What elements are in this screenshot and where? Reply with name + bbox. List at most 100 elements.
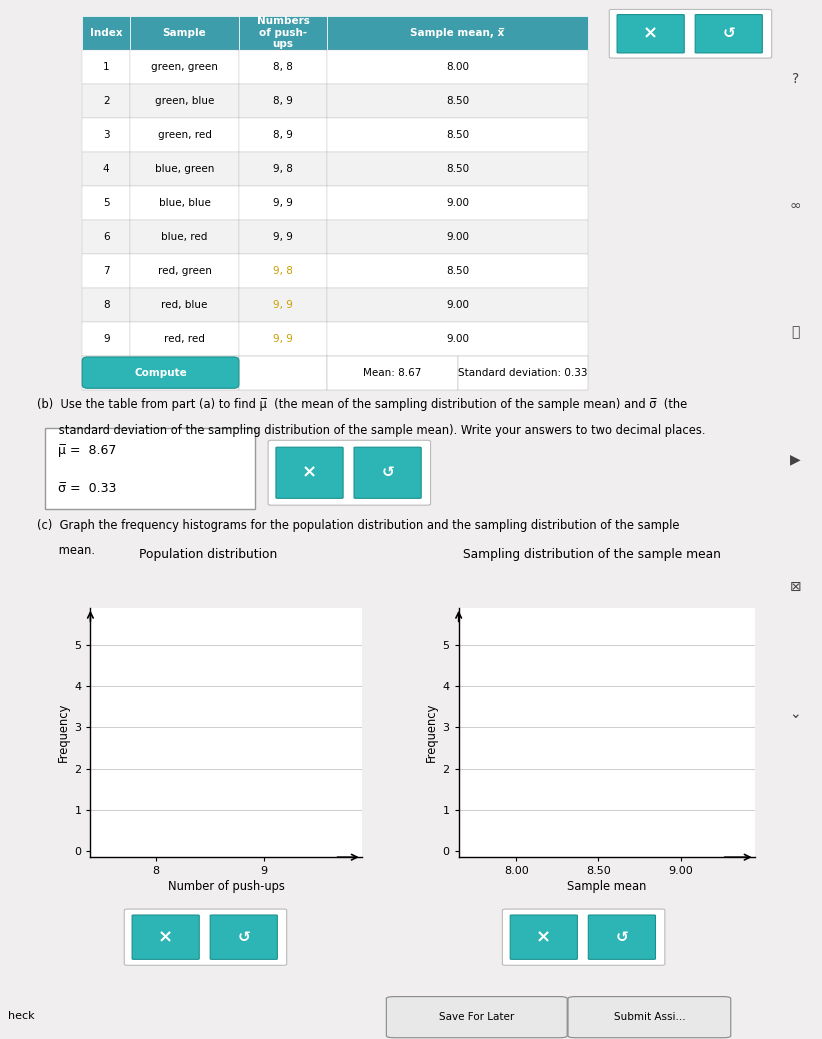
FancyBboxPatch shape bbox=[609, 9, 772, 58]
Text: 9, 8: 9, 8 bbox=[273, 266, 293, 275]
Text: 8, 9: 8, 9 bbox=[273, 130, 293, 139]
Text: 9.00: 9.00 bbox=[446, 334, 469, 344]
Bar bbox=[327, 288, 588, 322]
Text: 8.00: 8.00 bbox=[446, 61, 469, 72]
Bar bbox=[130, 288, 239, 322]
Text: 6: 6 bbox=[103, 232, 109, 242]
Text: 9.00: 9.00 bbox=[446, 197, 469, 208]
Text: Save For Later: Save For Later bbox=[439, 1012, 515, 1022]
Text: 5: 5 bbox=[103, 197, 109, 208]
Text: 8: 8 bbox=[103, 299, 109, 310]
Bar bbox=[82, 219, 130, 254]
Bar bbox=[458, 355, 588, 390]
Text: ⎗: ⎗ bbox=[791, 325, 800, 340]
Text: ↺: ↺ bbox=[616, 930, 628, 944]
Text: σ̅ =  0.33: σ̅ = 0.33 bbox=[58, 481, 116, 495]
FancyBboxPatch shape bbox=[695, 15, 762, 53]
Text: Compute: Compute bbox=[134, 368, 187, 377]
Text: green, red: green, red bbox=[158, 130, 211, 139]
FancyBboxPatch shape bbox=[132, 915, 199, 959]
FancyBboxPatch shape bbox=[510, 915, 577, 959]
Bar bbox=[239, 186, 327, 219]
Text: 9: 9 bbox=[103, 334, 109, 344]
Bar bbox=[82, 152, 130, 186]
FancyBboxPatch shape bbox=[276, 447, 343, 499]
Text: 9, 9: 9, 9 bbox=[273, 299, 293, 310]
Text: blue, red: blue, red bbox=[161, 232, 208, 242]
Bar bbox=[130, 254, 239, 288]
Bar bbox=[82, 322, 130, 355]
Bar bbox=[130, 152, 239, 186]
Bar bbox=[130, 219, 239, 254]
Bar bbox=[327, 355, 458, 390]
Text: 8.50: 8.50 bbox=[446, 96, 469, 106]
Text: ?: ? bbox=[792, 72, 799, 86]
Bar bbox=[130, 186, 239, 219]
Text: Sample mean, x̅: Sample mean, x̅ bbox=[410, 28, 505, 37]
Text: 9, 8: 9, 8 bbox=[273, 163, 293, 174]
Bar bbox=[327, 83, 588, 117]
FancyBboxPatch shape bbox=[354, 447, 421, 499]
Bar bbox=[130, 83, 239, 117]
FancyBboxPatch shape bbox=[268, 441, 431, 505]
Text: green, green: green, green bbox=[151, 61, 218, 72]
Bar bbox=[239, 355, 327, 390]
Text: ⊠: ⊠ bbox=[789, 580, 801, 593]
Bar bbox=[327, 16, 588, 50]
Bar bbox=[82, 83, 130, 117]
Text: mean.: mean. bbox=[37, 544, 95, 558]
Text: Numbers
of push-
ups: Numbers of push- ups bbox=[256, 16, 310, 49]
Text: (b)  Use the table from part (a) to find μ̅  (the mean of the sampling distribut: (b) Use the table from part (a) to find … bbox=[37, 398, 687, 411]
Bar bbox=[239, 152, 327, 186]
Text: ∞: ∞ bbox=[790, 198, 801, 213]
Text: ×: × bbox=[158, 928, 173, 947]
Bar bbox=[130, 16, 239, 50]
Text: green, blue: green, blue bbox=[155, 96, 215, 106]
Text: ▶: ▶ bbox=[790, 453, 801, 467]
Text: 2: 2 bbox=[103, 96, 109, 106]
Text: 7: 7 bbox=[103, 266, 109, 275]
Bar bbox=[82, 355, 239, 390]
X-axis label: Sample mean: Sample mean bbox=[567, 880, 646, 894]
Text: Sampling distribution of the sample mean: Sampling distribution of the sample mean bbox=[463, 548, 721, 561]
Bar bbox=[327, 219, 588, 254]
Text: red, blue: red, blue bbox=[161, 299, 208, 310]
Text: ×: × bbox=[302, 463, 317, 482]
FancyBboxPatch shape bbox=[568, 996, 731, 1038]
Text: μ̅ =  8.67: μ̅ = 8.67 bbox=[58, 445, 116, 457]
FancyBboxPatch shape bbox=[82, 357, 239, 389]
Text: (c)  Graph the frequency histograms for the population distribution and the samp: (c) Graph the frequency histograms for t… bbox=[37, 520, 680, 533]
Text: 8.50: 8.50 bbox=[446, 130, 469, 139]
Bar bbox=[82, 50, 130, 83]
Bar bbox=[327, 50, 588, 83]
Text: 9.00: 9.00 bbox=[446, 232, 469, 242]
Text: Submit Assi...: Submit Assi... bbox=[613, 1012, 686, 1022]
Bar bbox=[239, 254, 327, 288]
Bar bbox=[82, 117, 130, 152]
Y-axis label: Frequency: Frequency bbox=[425, 702, 438, 763]
Text: 9, 9: 9, 9 bbox=[273, 232, 293, 242]
Text: heck: heck bbox=[8, 1011, 35, 1020]
Bar bbox=[82, 288, 130, 322]
Text: 9, 9: 9, 9 bbox=[273, 197, 293, 208]
Text: ×: × bbox=[536, 928, 552, 947]
Text: ×: × bbox=[643, 25, 658, 43]
Text: Mean: 8.67: Mean: 8.67 bbox=[363, 368, 422, 377]
Bar bbox=[239, 83, 327, 117]
Bar bbox=[82, 16, 130, 50]
FancyBboxPatch shape bbox=[502, 909, 665, 965]
Text: ↺: ↺ bbox=[381, 465, 394, 480]
Bar bbox=[130, 117, 239, 152]
Text: 8.50: 8.50 bbox=[446, 163, 469, 174]
FancyBboxPatch shape bbox=[386, 996, 567, 1038]
Text: Sample: Sample bbox=[163, 28, 206, 37]
FancyBboxPatch shape bbox=[589, 915, 655, 959]
Text: 9, 9: 9, 9 bbox=[273, 334, 293, 344]
Text: 3: 3 bbox=[103, 130, 109, 139]
Text: 1: 1 bbox=[103, 61, 109, 72]
Bar bbox=[327, 117, 588, 152]
Text: 4: 4 bbox=[103, 163, 109, 174]
FancyBboxPatch shape bbox=[617, 15, 684, 53]
Bar bbox=[239, 16, 327, 50]
Bar bbox=[327, 186, 588, 219]
